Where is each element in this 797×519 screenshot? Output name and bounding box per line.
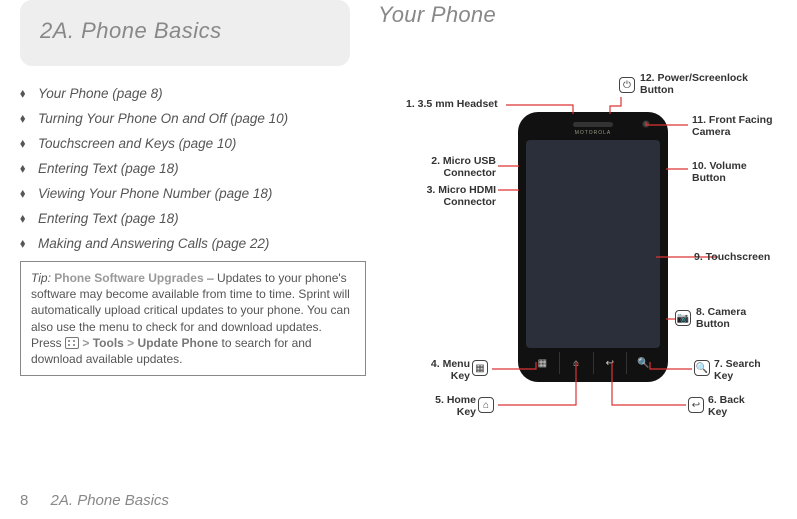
toc-item[interactable]: Viewing Your Phone Number (page 18): [20, 186, 366, 201]
footer-chapter: 2A. Phone Basics: [51, 492, 169, 509]
callout-front-camera: 11. Front Facing Camera: [692, 114, 773, 138]
tip-label: Tip:: [31, 271, 51, 285]
phone-diagram: MOTOROLA ▦ ⌂ ↩ 🔍 ⏻ ▦ 🔍 ⌂ ↩ 📷: [378, 42, 778, 442]
callout-search: 7. Search Key: [714, 358, 761, 382]
page-number: 8: [20, 492, 28, 509]
callout-power: 12. Power/Screenlock Button: [640, 72, 748, 96]
toc-item[interactable]: Your Phone (page 8): [20, 86, 366, 101]
gt-icon: >: [82, 336, 89, 350]
gt-icon: >: [127, 336, 134, 350]
toc-list: Your Phone (page 8) Turning Your Phone O…: [20, 86, 366, 251]
toc-item[interactable]: Turning Your Phone On and Off (page 10): [20, 111, 366, 126]
callout-menu: 4. Menu Key: [425, 358, 470, 382]
toc-item[interactable]: Touchscreen and Keys (page 10): [20, 136, 366, 151]
callout-home: 5. Home Key: [428, 394, 476, 418]
callout-headset: 1. 3.5 mm Headset: [406, 98, 498, 110]
toc-item[interactable]: Making and Answering Calls (page 22): [20, 236, 366, 251]
section-title: Your Phone: [378, 2, 787, 28]
callout-back: 6. Back Key: [708, 394, 745, 418]
chapter-tab: 2A. Phone Basics: [20, 0, 350, 66]
toc-item[interactable]: Entering Text (page 18): [20, 211, 366, 226]
tip-title: Phone Software Upgrades: [54, 271, 203, 285]
tip-sep: –: [204, 271, 217, 285]
menu-icon: [65, 337, 79, 349]
callout-usb: 2. Micro USB Connector: [418, 155, 496, 179]
callout-volume: 10. Volume Button: [692, 160, 747, 184]
tip-box: Tip: Phone Software Upgrades – Updates t…: [20, 261, 366, 376]
page-footer: 8 2A. Phone Basics: [20, 492, 169, 509]
tip-tools: Tools: [93, 336, 124, 350]
chapter-title: 2A. Phone Basics: [40, 18, 330, 44]
callout-touchscreen: 9. Touchscreen: [694, 251, 770, 263]
tip-update: Update Phone: [138, 336, 219, 350]
callout-hdmi: 3. Micro HDMI Connector: [411, 184, 496, 208]
toc-item[interactable]: Entering Text (page 18): [20, 161, 366, 176]
callout-camera: 8. Camera Button: [696, 306, 746, 330]
